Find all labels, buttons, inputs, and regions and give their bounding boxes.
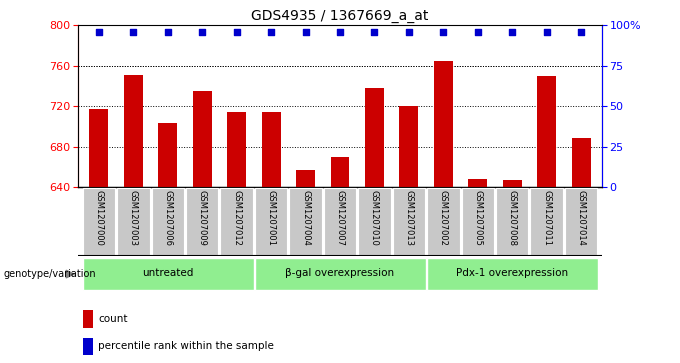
Bar: [124, 75, 143, 187]
Bar: [434, 61, 453, 187]
Point: [403, 29, 414, 35]
Text: GSM1207007: GSM1207007: [335, 190, 345, 246]
Point: [576, 29, 587, 35]
Text: GSM1207009: GSM1207009: [198, 190, 207, 246]
Bar: [84, 338, 93, 355]
Bar: [365, 88, 384, 187]
Text: GSM1207013: GSM1207013: [405, 190, 413, 246]
Text: count: count: [98, 314, 128, 324]
FancyBboxPatch shape: [358, 188, 390, 255]
Bar: [84, 310, 93, 328]
FancyBboxPatch shape: [290, 188, 322, 255]
Bar: [572, 138, 591, 187]
FancyBboxPatch shape: [255, 258, 426, 290]
Text: Pdx-1 overexpression: Pdx-1 overexpression: [456, 268, 568, 278]
Text: GSM1207002: GSM1207002: [439, 190, 448, 246]
Point: [438, 29, 449, 35]
Bar: [227, 112, 246, 187]
Text: untreated: untreated: [142, 268, 193, 278]
FancyBboxPatch shape: [152, 188, 184, 255]
Text: GSM1207000: GSM1207000: [95, 190, 103, 246]
Text: GSM1207014: GSM1207014: [577, 190, 585, 246]
Text: GSM1207005: GSM1207005: [473, 190, 482, 246]
Text: GSM1207010: GSM1207010: [370, 190, 379, 246]
Bar: [503, 180, 522, 187]
Bar: [192, 91, 211, 187]
FancyBboxPatch shape: [565, 188, 597, 255]
FancyBboxPatch shape: [496, 188, 528, 255]
FancyBboxPatch shape: [117, 188, 150, 255]
FancyBboxPatch shape: [462, 188, 494, 255]
Bar: [537, 76, 556, 187]
FancyBboxPatch shape: [427, 188, 460, 255]
FancyBboxPatch shape: [83, 258, 254, 290]
Point: [369, 29, 380, 35]
FancyBboxPatch shape: [428, 258, 598, 290]
Bar: [262, 112, 281, 187]
Point: [197, 29, 207, 35]
Point: [266, 29, 277, 35]
Point: [473, 29, 483, 35]
Bar: [330, 157, 350, 187]
Point: [128, 29, 139, 35]
Bar: [296, 170, 315, 187]
FancyBboxPatch shape: [83, 188, 115, 255]
Point: [335, 29, 345, 35]
Bar: [469, 179, 488, 187]
FancyBboxPatch shape: [220, 188, 253, 255]
Bar: [89, 109, 108, 187]
FancyBboxPatch shape: [324, 188, 356, 255]
Point: [231, 29, 242, 35]
FancyBboxPatch shape: [530, 188, 563, 255]
Text: GSM1207001: GSM1207001: [267, 190, 275, 246]
FancyBboxPatch shape: [393, 188, 425, 255]
FancyBboxPatch shape: [186, 188, 218, 255]
Point: [541, 29, 552, 35]
FancyBboxPatch shape: [255, 188, 287, 255]
Text: GSM1207008: GSM1207008: [508, 190, 517, 246]
Point: [93, 29, 104, 35]
Bar: [158, 123, 177, 187]
Title: GDS4935 / 1367669_a_at: GDS4935 / 1367669_a_at: [252, 9, 428, 23]
Text: GSM1207011: GSM1207011: [542, 190, 551, 246]
Point: [163, 29, 173, 35]
Text: β-gal overexpression: β-gal overexpression: [286, 268, 394, 278]
Text: GSM1207003: GSM1207003: [129, 190, 138, 246]
Text: percentile rank within the sample: percentile rank within the sample: [98, 341, 274, 351]
Point: [300, 29, 311, 35]
Point: [507, 29, 517, 35]
Text: GSM1207012: GSM1207012: [232, 190, 241, 246]
Text: GSM1207004: GSM1207004: [301, 190, 310, 246]
Bar: [399, 106, 418, 187]
Text: genotype/variation: genotype/variation: [3, 269, 96, 279]
Text: GSM1207006: GSM1207006: [163, 190, 172, 246]
